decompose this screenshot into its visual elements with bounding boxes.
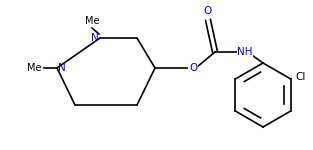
Text: NH: NH [237, 47, 253, 57]
Text: O: O [204, 6, 212, 16]
Text: Cl: Cl [296, 72, 306, 82]
Text: O: O [189, 63, 197, 73]
Text: N: N [91, 33, 99, 43]
Text: Me: Me [28, 63, 42, 73]
Text: N: N [58, 63, 66, 73]
Text: Me: Me [85, 16, 99, 26]
